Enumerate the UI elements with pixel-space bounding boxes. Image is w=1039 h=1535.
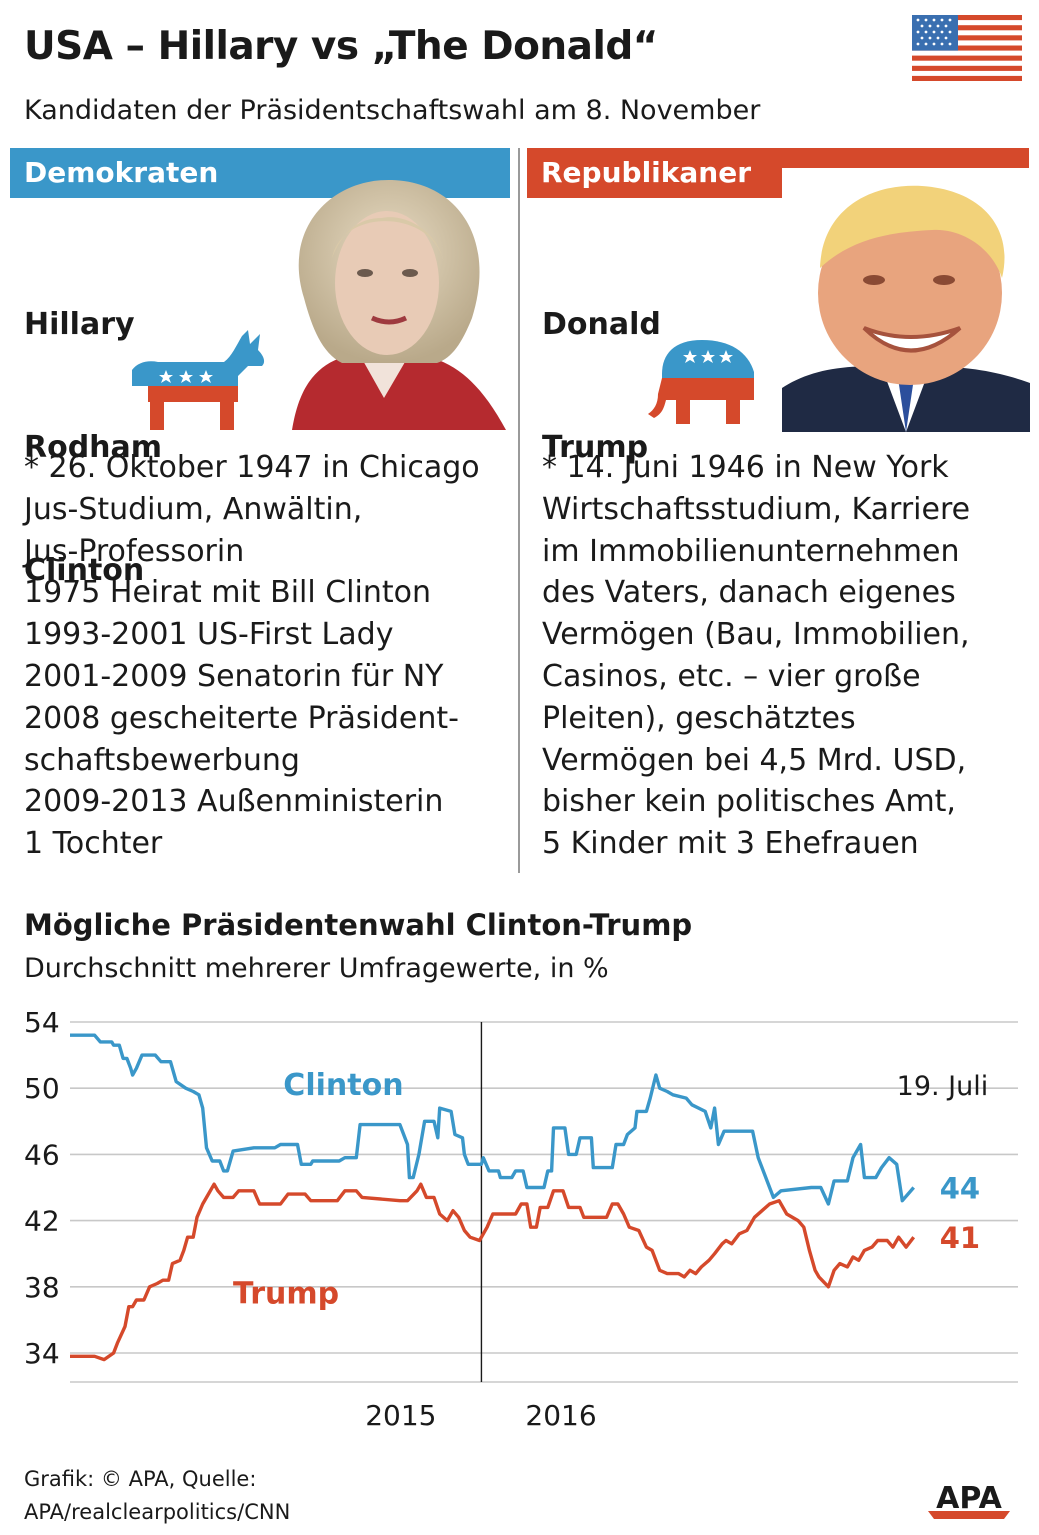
- page-title: USA – Hillary vs „The Donald“: [24, 24, 658, 69]
- date-annotation: 19. Juli: [897, 1071, 989, 1102]
- bio-line: 5 Kinder mit 3 Ehefrauen: [542, 826, 919, 862]
- y-tick-label: 50: [24, 1072, 60, 1105]
- bio-line: Pleiten), geschätztes: [542, 700, 856, 736]
- bio-line: Wirtschaftsstudium, Karriere: [542, 491, 971, 527]
- name-line: Clinton: [24, 553, 145, 588]
- bio-line: Vermögen (Bau, Immobilien,: [542, 617, 970, 653]
- name-line: Rodham: [24, 430, 163, 465]
- bio-line: Vermögen bei 4,5 Mrd. USD,: [542, 742, 967, 778]
- end-value-label-trump: 41: [940, 1221, 980, 1255]
- bio-line: Jus-Studium, Anwältin,: [24, 491, 363, 527]
- chart-axis-ticks: 54 50 46 42 38 34 2015 2016: [24, 1006, 597, 1432]
- bio-line: 2009-2013 Außenministerin: [24, 784, 444, 820]
- bio-line: Jus-Professorin: [24, 533, 245, 569]
- source-line: Grafik: © APA, Quelle:: [24, 1467, 257, 1491]
- series-line-trump: [70, 1182, 916, 1362]
- donkey-icon: [132, 330, 265, 430]
- chart-series: [70, 1033, 916, 1362]
- bio-line: 2008 gescheiterte Präsident-: [24, 700, 459, 736]
- end-value-label-clinton: 44: [940, 1172, 980, 1206]
- chart-labels: 44 41 Clinton Trump 19. Juli: [233, 1068, 988, 1312]
- series-label-clinton: Clinton: [283, 1068, 403, 1103]
- bio-line: schaftsbewerbung: [24, 742, 300, 778]
- poll-line-chart: 54 50 46 42 38 34 2015 2016 44 41 Clinton Trump 19.…: [24, 1006, 1018, 1432]
- y-tick-label: 42: [24, 1205, 60, 1238]
- bio-line: 1975 Heirat mit Bill Clinton: [24, 575, 431, 611]
- bio-trump: * 14. Juni 1946 in New York Wirtschaftss…: [542, 447, 970, 865]
- bio-line: * 14. Juni 1946 in New York: [542, 450, 949, 485]
- source-credit: Grafik: © APA, Quelle: APA/realclearpoli…: [24, 1463, 290, 1529]
- bio-line: Casinos, etc. – vier große: [542, 658, 921, 694]
- y-tick-label: 46: [24, 1138, 60, 1171]
- candidate-name-clinton: Hillary Rodham Clinton: [24, 222, 162, 632]
- apa-logo-text: APA: [936, 1481, 1002, 1516]
- bio-line: im Immobilienunternehmen: [542, 533, 960, 569]
- y-tick-label: 54: [24, 1006, 60, 1039]
- page-subtitle: Kandidaten der Präsidentschaftswahl am 8…: [24, 95, 761, 126]
- apa-logo: APA: [928, 1481, 1010, 1519]
- bio-line: bisher kein politisches Amt,: [542, 784, 956, 820]
- source-line: APA/realclearpolitics/CNN: [24, 1500, 291, 1524]
- x-tick-label: 2016: [525, 1399, 596, 1432]
- name-line: Hillary: [24, 307, 135, 342]
- series-label-trump: Trump: [233, 1276, 339, 1311]
- elephant-icon: [648, 340, 754, 424]
- clinton-portrait-photo: [292, 179, 506, 430]
- trump-portrait-photo: [782, 168, 1030, 432]
- bio-line: 1993-2001 US-First Lady: [24, 617, 394, 653]
- candidate-name-trump: Donald Trump: [542, 222, 661, 509]
- bio-clinton: * 26. Oktober 1947 in Chicago Jus-Studiu…: [24, 447, 480, 865]
- chart-gridlines: [70, 1021, 1018, 1383]
- bio-line: * 26. Oktober 1947 in Chicago: [24, 450, 480, 485]
- name-line: Trump: [542, 430, 649, 465]
- bio-line: 1 Tochter: [24, 826, 163, 862]
- column-divider: [518, 148, 520, 873]
- y-tick-label: 34: [24, 1337, 60, 1370]
- chart-subtitle: Durchschnitt mehrerer Umfragewerte, in %: [24, 953, 609, 984]
- series-line-clinton: [70, 1033, 915, 1206]
- chart-title: Mögliche Präsidentenwahl Clinton-Trump: [24, 908, 693, 942]
- name-line: Donald: [542, 307, 661, 342]
- y-tick-label: 38: [24, 1271, 60, 1304]
- x-tick-label: 2015: [365, 1399, 436, 1432]
- us-flag-icon: [912, 15, 1022, 81]
- bio-line: des Vaters, danach eigenes: [542, 575, 956, 611]
- bio-line: 2001-2009 Senatorin für NY: [24, 658, 444, 694]
